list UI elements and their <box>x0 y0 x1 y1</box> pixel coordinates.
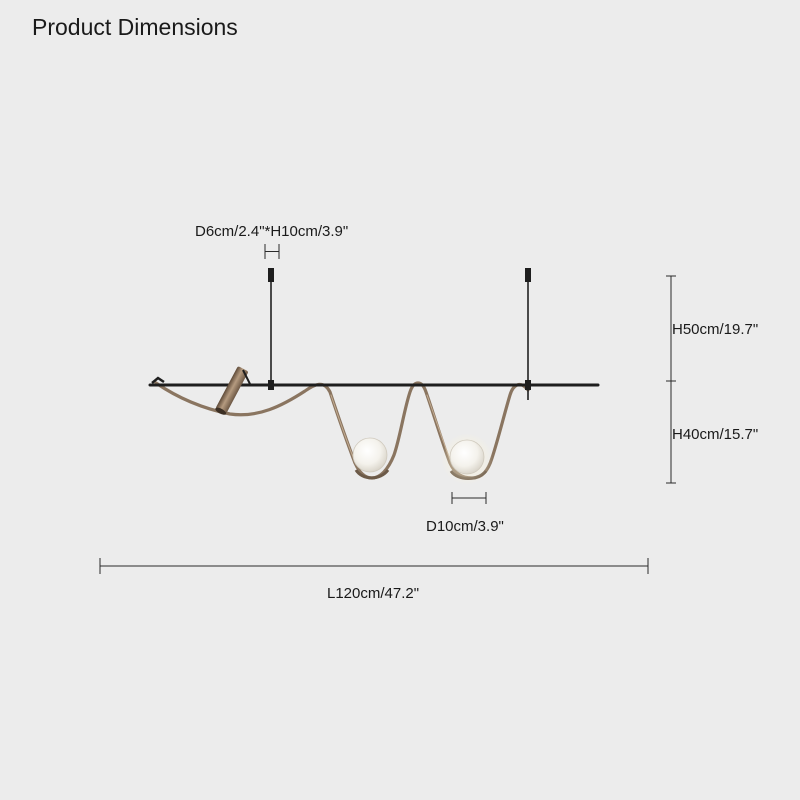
length-label: L120cm/47.2" <box>327 585 419 602</box>
spotlight <box>215 366 251 415</box>
ceiling-cap-right <box>525 268 531 282</box>
spotlight-dimension: D6cm/2.4"*H10cm/3.9" <box>195 223 348 259</box>
suspension-height-label: H50cm/19.7" <box>672 321 758 338</box>
page-title: Product Dimensions <box>32 14 238 40</box>
globe-left <box>352 437 388 473</box>
ceiling-cap-left <box>268 268 274 282</box>
length-dimension: L120cm/47.2" <box>99 558 649 602</box>
pendant-lamp <box>148 268 600 485</box>
globe-diameter-dimension: D10cm/3.9" <box>426 492 504 535</box>
height-dimension: H50cm/19.7" H40cm/15.7" <box>666 275 758 484</box>
spotlight-dimension-label: D6cm/2.4"*H10cm/3.9" <box>195 223 348 240</box>
drop-height-label: H40cm/15.7" <box>672 426 758 443</box>
globe-right <box>441 433 493 485</box>
globe-diameter-label: D10cm/3.9" <box>426 518 504 535</box>
